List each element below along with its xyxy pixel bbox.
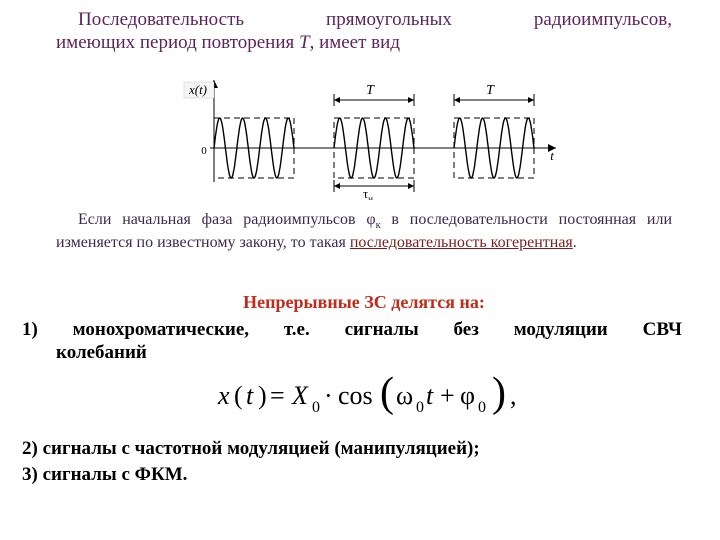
svg-text:cos: cos (338, 381, 373, 410)
intro-line2: имеющих период повторения T, имеет вид (56, 31, 672, 54)
svg-text:0: 0 (312, 399, 320, 416)
svg-text:): ) (492, 370, 506, 416)
svg-text:t: t (246, 381, 254, 410)
svg-text:t: t (426, 381, 434, 410)
svg-text:X: X (291, 381, 309, 410)
svg-text:=: = (270, 381, 285, 410)
phase-paragraph: Если начальная фаза радиоимпульсов φк в … (56, 210, 672, 253)
svg-text:,: , (510, 381, 517, 410)
svg-text:T: T (486, 83, 495, 98)
sub-heading: Непрерывные ЗС делятся на: (56, 292, 672, 313)
svg-text:x(t): x(t) (188, 82, 207, 97)
svg-text:x: x (217, 381, 230, 410)
svg-text:): ) (258, 381, 267, 410)
svg-text:φ: φ (460, 381, 475, 410)
list-item-3: 3) сигналы с ФКМ. (22, 464, 682, 486)
svg-text:0: 0 (201, 145, 207, 157)
svg-text:t: t (550, 148, 554, 163)
svg-text:0: 0 (478, 399, 486, 416)
svg-text:0: 0 (416, 399, 424, 416)
svg-text:(: ( (234, 381, 243, 410)
svg-text:(: ( (380, 370, 394, 416)
svg-text:T: T (366, 83, 375, 98)
pulse-diagram: x(t) 0 t T Tτи (160, 72, 560, 200)
svg-text:·: · (324, 381, 333, 410)
intro-line1: Последовательность прямоугольных радиоим… (56, 8, 672, 31)
svg-text:τи: τи (363, 186, 373, 200)
list-item-2: 2) сигналы с частотной модуляцией (манип… (22, 438, 682, 460)
svg-text:+: + (440, 381, 455, 410)
coherent-term: последовательность когерентная (350, 234, 573, 251)
svg-text:ω: ω (396, 381, 413, 410)
intro-paragraph: Последовательность прямоугольных радиоим… (56, 8, 672, 54)
list-item-1: 1) монохроматические, т.е. сигналы без м… (22, 318, 682, 364)
formula: x(t)=X0·cos(ω0t+φ0), (160, 366, 560, 428)
